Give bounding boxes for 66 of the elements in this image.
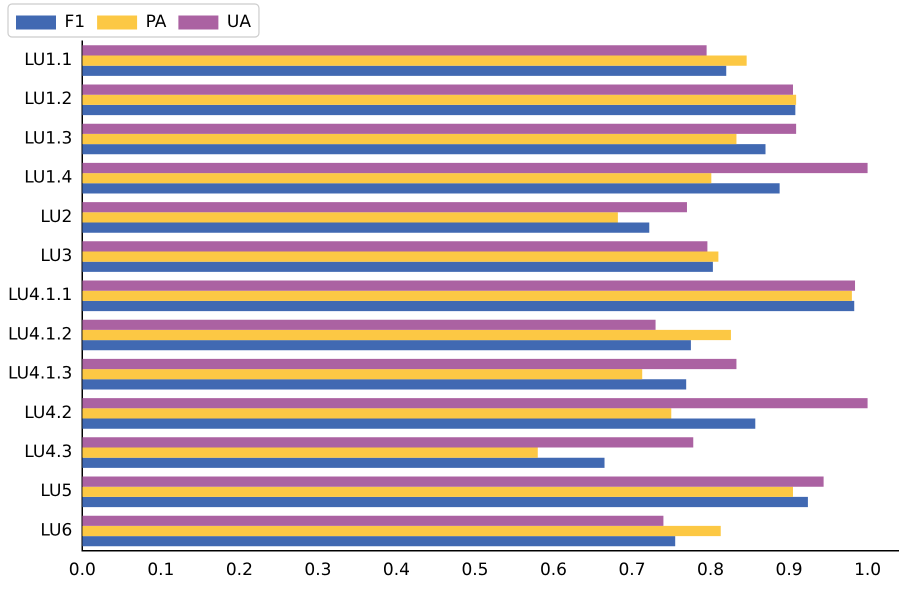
bar	[82, 222, 650, 233]
bar	[82, 476, 824, 487]
bar	[82, 162, 868, 174]
bar	[82, 173, 712, 184]
x-tick-label: 0.7	[618, 560, 646, 580]
y-tick-label: LU1.4	[24, 168, 72, 188]
bar	[82, 300, 854, 312]
y-tick-label: LU4.1.3	[8, 364, 72, 384]
x-tick-label: 0.9	[776, 560, 803, 580]
legend-label: PA	[146, 12, 167, 32]
bar	[82, 104, 796, 116]
bar	[82, 66, 726, 76]
bar	[82, 448, 538, 458]
bar	[82, 408, 672, 418]
bar	[82, 280, 856, 291]
bar	[82, 369, 642, 380]
y-tick-label: LU4.2	[24, 402, 72, 423]
bar	[82, 437, 694, 448]
bar	[82, 340, 691, 350]
x-tick-label: 0.8	[697, 560, 724, 580]
bar	[82, 183, 780, 194]
x-tick-label: 0.5	[461, 560, 488, 580]
bar	[82, 84, 793, 95]
legend-label: F1	[64, 12, 86, 32]
bar	[82, 418, 756, 429]
y-tick-label: LU1.2	[24, 89, 72, 110]
y-tick-label: LU6	[40, 520, 72, 540]
bar	[82, 536, 676, 546]
y-tick-label: LU5	[40, 481, 72, 502]
bar	[82, 290, 852, 301]
bar	[82, 144, 766, 154]
x-tick-label: 0.0	[68, 560, 96, 580]
bar	[82, 526, 721, 536]
bar	[82, 124, 796, 134]
legend-label: UA	[226, 12, 252, 32]
bar	[82, 398, 868, 408]
y-tick-label: LU3	[40, 246, 72, 266]
bar	[82, 320, 656, 330]
bar	[82, 379, 686, 390]
bar	[82, 45, 707, 56]
y-tick-label: LU4.1.1	[8, 285, 72, 306]
x-tick-label: 1.0	[854, 560, 882, 580]
y-tick-label: LU2	[40, 206, 72, 227]
bar	[82, 252, 718, 262]
bar	[82, 486, 793, 497]
x-tick-label: 0.1	[147, 560, 174, 580]
x-tick-label: 0.6	[540, 560, 568, 580]
bar	[82, 458, 605, 468]
x-tick-label: 0.4	[382, 560, 410, 580]
bar	[82, 516, 664, 526]
bar	[82, 134, 736, 144]
bar	[82, 56, 747, 66]
y-tick-label: LU1.3	[24, 128, 72, 148]
bar	[82, 212, 618, 222]
x-tick-label: 0.2	[226, 560, 253, 580]
y-tick-label: LU1.1	[24, 50, 72, 70]
bar	[82, 94, 796, 105]
y-tick-label: LU4.1.2	[8, 324, 72, 344]
bar	[82, 358, 736, 370]
bar	[82, 330, 731, 340]
bar	[82, 262, 713, 272]
bar	[82, 202, 687, 212]
x-tick-label: 0.3	[304, 560, 332, 580]
bar	[82, 241, 708, 252]
y-tick-label: LU4.3	[24, 442, 72, 462]
bar	[82, 496, 808, 508]
